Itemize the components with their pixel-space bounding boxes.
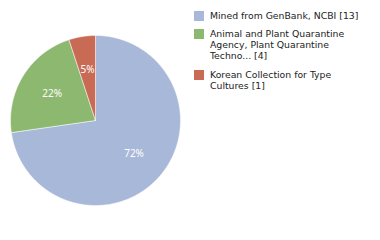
html-text:Korean Collection for Type Cul: Korean Collection for Type Cultures [1] — [210, 68, 332, 91]
svg-text:5%: 5% — [80, 62, 94, 76]
svg-text:72%: 72% — [124, 146, 144, 160]
html-text:Mined from GenBank, NCBI [13]: Mined from GenBank, NCBI [13] — [210, 10, 359, 21]
html-text:Animal and Plant Quarantine Ag: Animal and Plant Quarantine Agency, Plan… — [210, 28, 345, 62]
svg-text:22%: 22% — [42, 86, 62, 100]
